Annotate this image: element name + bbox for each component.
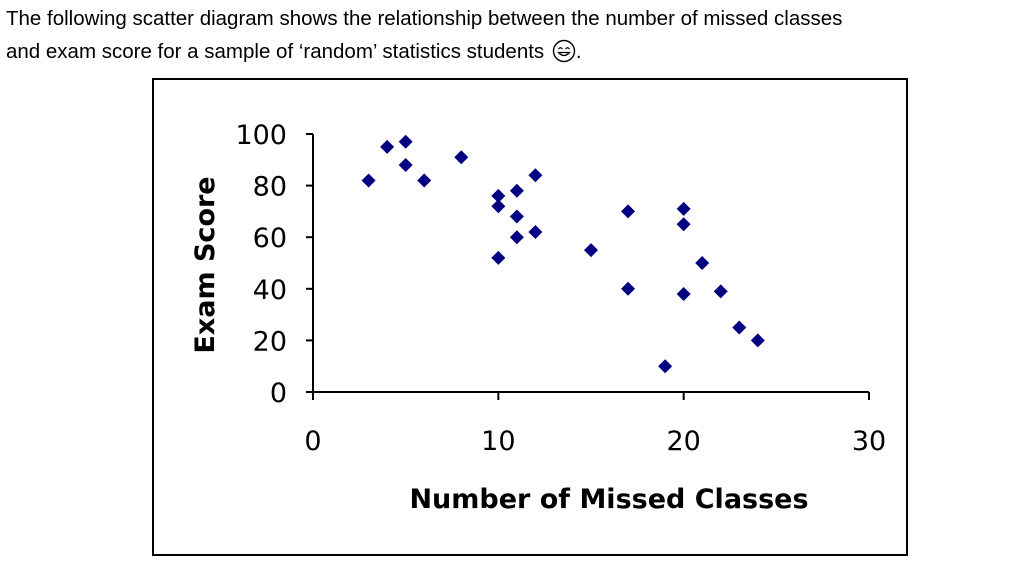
data-point (621, 204, 636, 219)
data-point (732, 320, 747, 335)
data-point (398, 134, 413, 149)
y-tick-label: 40 (253, 275, 287, 306)
data-point (509, 183, 524, 198)
axes (312, 134, 869, 393)
data-point (398, 157, 413, 172)
data-point (584, 243, 598, 258)
chart-frame: 0 20 40 60 80 100 0 10 20 30 Number of Missed Cla… (152, 78, 908, 556)
smiling-face-icon (552, 39, 576, 63)
intro-text: The following scatter diagram shows the … (6, 2, 1022, 68)
data-point (695, 256, 710, 270)
data-point (417, 173, 432, 188)
data-point (491, 199, 506, 214)
data-point (713, 284, 728, 299)
data-point (676, 286, 691, 301)
x-axis-title: Number of Missed Classes (409, 484, 808, 515)
intro-line-2-text: and exam score for a sample of ‘random’ … (6, 40, 545, 63)
data-point (361, 173, 376, 188)
data-point (528, 225, 543, 240)
y-tick-label: 0 (270, 378, 287, 409)
data-point (528, 168, 543, 183)
x-tick-label: 30 (852, 426, 886, 457)
data-point (509, 209, 524, 224)
x-tick-label: 20 (666, 426, 700, 457)
data-point (491, 188, 506, 203)
data-point (454, 150, 469, 165)
intro-line-2-period: . (575, 40, 582, 63)
data-point (380, 139, 395, 154)
scatter-plot: 0 20 40 60 80 100 0 10 20 30 Number of Missed Cla… (190, 120, 886, 515)
data-point (509, 230, 524, 245)
y-axis-title: Exam Score (190, 176, 221, 353)
data-point (491, 250, 506, 265)
x-tick-label: 10 (481, 426, 515, 457)
y-tick-label: 100 (235, 120, 287, 151)
y-tick-label: 20 (253, 326, 287, 357)
intro-line-2: and exam score for a sample of ‘random’ … (6, 35, 1022, 68)
y-tick-label: 80 (253, 172, 287, 203)
intro-line-1: The following scatter diagram shows the … (6, 7, 843, 30)
ticks: 0 20 40 60 80 100 0 10 20 30 (235, 120, 886, 457)
data-point (676, 217, 691, 232)
data-point (750, 333, 765, 348)
y-tick-label: 60 (253, 223, 287, 254)
x-tick-label: 0 (304, 426, 321, 457)
data-points (361, 134, 765, 374)
data-point (658, 359, 673, 374)
data-point (676, 201, 691, 216)
data-point (621, 281, 636, 296)
